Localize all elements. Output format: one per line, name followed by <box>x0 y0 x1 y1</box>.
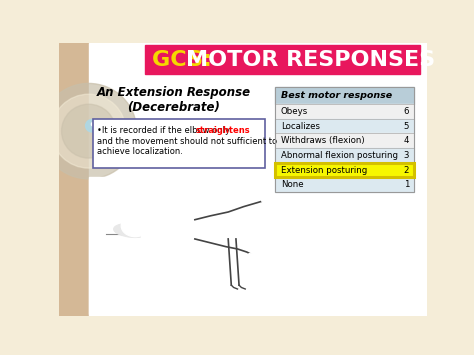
Text: 1: 1 <box>404 180 409 189</box>
FancyBboxPatch shape <box>141 214 233 242</box>
Text: 5: 5 <box>404 122 409 131</box>
Bar <box>275 87 414 104</box>
Ellipse shape <box>114 223 151 237</box>
Ellipse shape <box>262 196 273 203</box>
Bar <box>275 178 414 192</box>
Text: MOTOR RESPONSES: MOTOR RESPONSES <box>186 50 435 70</box>
Bar <box>275 87 414 192</box>
FancyBboxPatch shape <box>93 119 265 168</box>
Text: 2: 2 <box>404 165 409 175</box>
Text: Obeys: Obeys <box>281 107 308 116</box>
Ellipse shape <box>121 215 149 237</box>
Text: 6: 6 <box>404 107 409 116</box>
Text: 4: 4 <box>404 136 409 145</box>
Text: GCS:: GCS: <box>152 50 220 70</box>
Circle shape <box>62 104 116 158</box>
Text: 3: 3 <box>404 151 409 160</box>
Bar <box>145 45 420 74</box>
Bar <box>275 148 414 163</box>
Bar <box>89 178 275 315</box>
Text: achieve localization.: achieve localization. <box>97 147 183 156</box>
Bar <box>275 133 414 148</box>
Text: None: None <box>281 180 303 189</box>
Text: Abnormal flexion posturing: Abnormal flexion posturing <box>281 151 398 160</box>
Text: Localizes: Localizes <box>281 122 320 131</box>
Bar <box>275 163 414 178</box>
Circle shape <box>86 120 98 132</box>
Bar <box>59 43 89 316</box>
Circle shape <box>41 83 137 179</box>
Text: and the movement should not sufficient to: and the movement should not sufficient t… <box>97 137 277 146</box>
Bar <box>275 104 414 119</box>
Text: Extension posturing: Extension posturing <box>281 165 367 175</box>
Circle shape <box>52 94 126 168</box>
Circle shape <box>91 122 95 126</box>
Text: straightens: straightens <box>196 126 250 135</box>
Ellipse shape <box>248 253 258 260</box>
Bar <box>275 119 414 133</box>
Bar <box>275 163 414 178</box>
Text: An Extension Response
(Decerebrate): An Extension Response (Decerebrate) <box>97 86 251 114</box>
Text: Best motor response: Best motor response <box>281 91 392 100</box>
Text: •It is recorded if the elbow only: •It is recorded if the elbow only <box>97 126 233 135</box>
Text: Withdraws (flexion): Withdraws (flexion) <box>281 136 365 145</box>
